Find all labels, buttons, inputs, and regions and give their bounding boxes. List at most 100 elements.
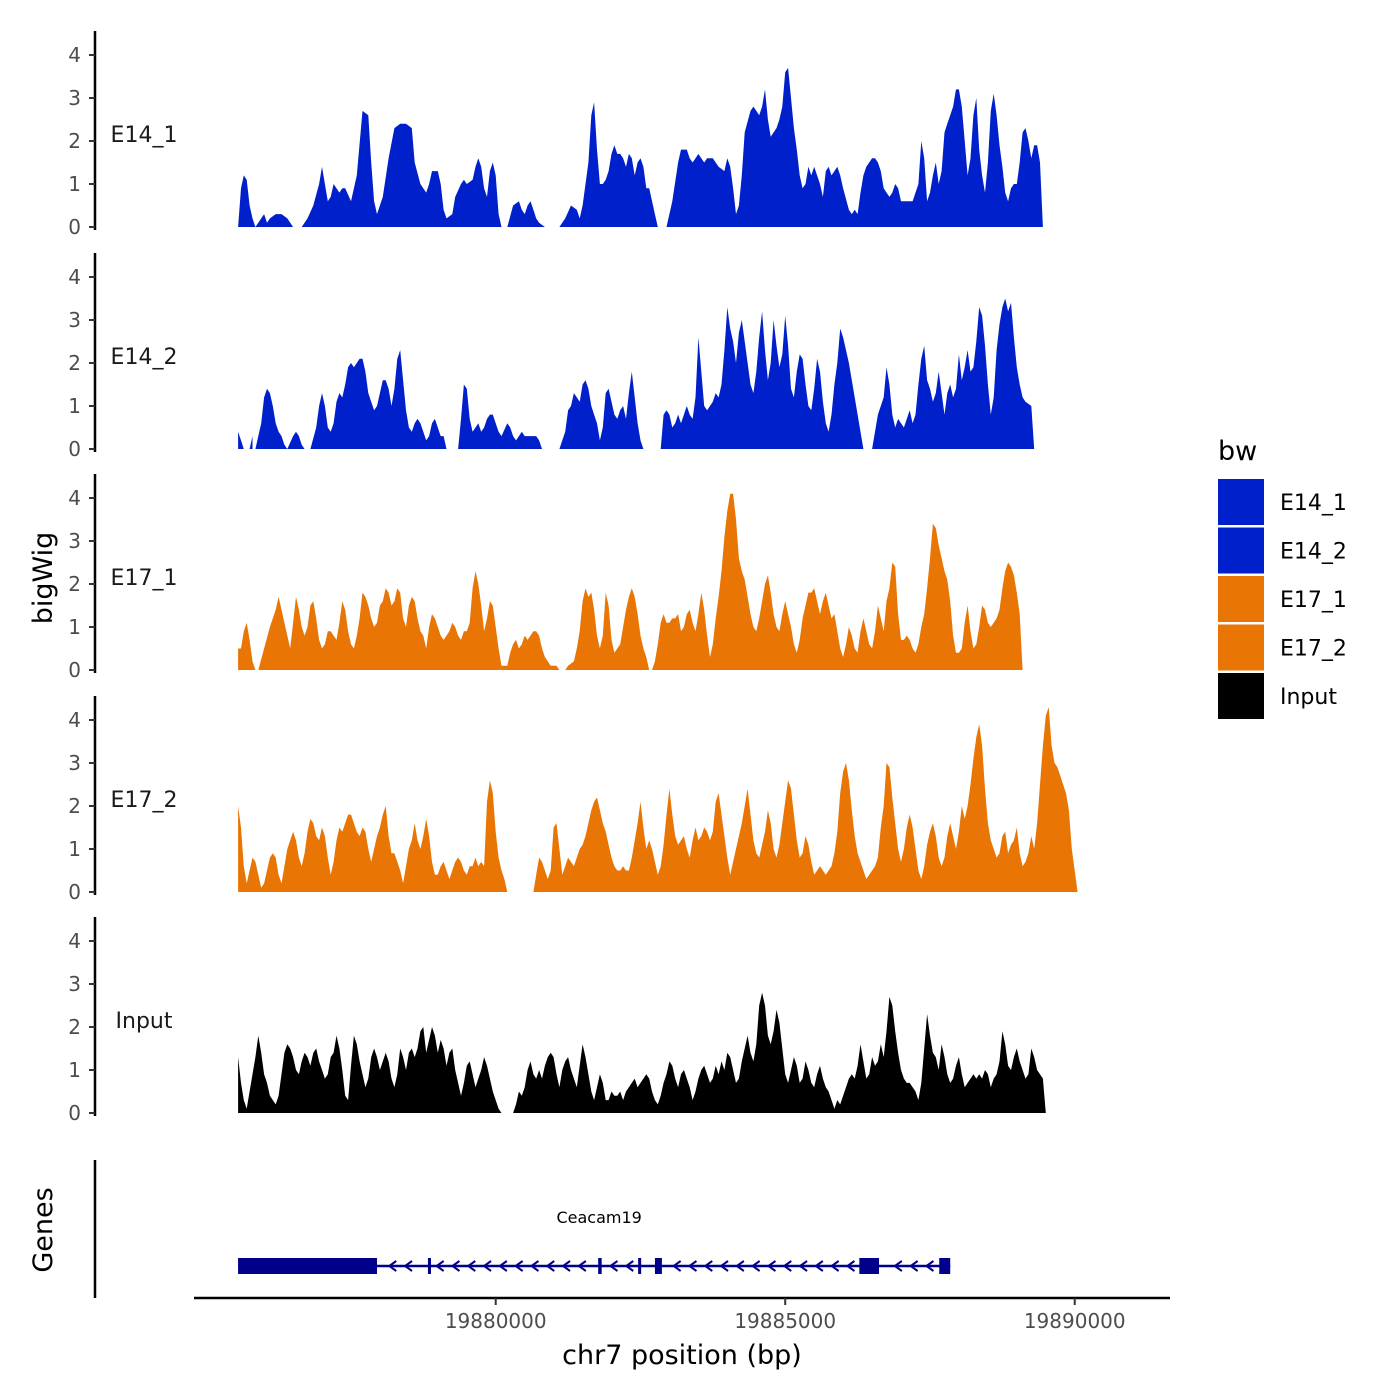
y-tick-label: 1 bbox=[68, 615, 81, 639]
y-tick-label: 0 bbox=[68, 880, 81, 904]
coverage-area-E17_2 bbox=[533, 707, 1078, 892]
y-tick-label: 2 bbox=[68, 794, 81, 818]
coverage-area-Input bbox=[238, 1027, 502, 1113]
x-tick-label: 19890000 bbox=[1024, 1309, 1126, 1333]
strand-arrow-icon bbox=[687, 1260, 698, 1272]
y-tick-label: 1 bbox=[68, 837, 81, 861]
legend-swatch-Input bbox=[1218, 673, 1264, 719]
track-label-E14_1: E14_1 bbox=[111, 123, 178, 148]
legend-label-E14_1: E14_1 bbox=[1280, 491, 1347, 516]
y-tick-label: 0 bbox=[68, 1101, 81, 1125]
strand-arrow-icon bbox=[529, 1260, 540, 1272]
gene-exon bbox=[859, 1258, 880, 1274]
track-label-Input: Input bbox=[116, 1009, 173, 1034]
strand-arrow-icon bbox=[798, 1260, 808, 1272]
strand-arrow-icon bbox=[893, 1260, 903, 1272]
y-tick-label: 3 bbox=[68, 308, 81, 332]
legend: bw E14_1 E14_2 E17_1 E17_2 Input bbox=[1218, 436, 1347, 719]
y-tick-label: 1 bbox=[68, 172, 81, 196]
y-tick-label: 0 bbox=[68, 658, 81, 682]
y-axis-title: bigWig bbox=[28, 532, 59, 625]
strand-arrow-icon bbox=[703, 1260, 713, 1272]
strand-arrow-icon bbox=[624, 1260, 634, 1272]
strand-arrow-icon bbox=[814, 1260, 824, 1272]
coverage-area-E14_1 bbox=[507, 201, 545, 227]
x-tick-label: 19880000 bbox=[445, 1309, 547, 1333]
strand-arrow-icon bbox=[829, 1260, 840, 1272]
legend-swatch-E17_2 bbox=[1218, 624, 1264, 671]
coverage-area-E14_2 bbox=[255, 388, 305, 449]
coverage-area-E14_1 bbox=[666, 67, 1043, 228]
gene-exon bbox=[598, 1258, 602, 1274]
legend-label-E14_2: E14_2 bbox=[1280, 540, 1347, 565]
gene-exon bbox=[238, 1258, 378, 1274]
coverage-area-E14_2 bbox=[458, 384, 542, 449]
legend-label-Input: Input bbox=[1280, 685, 1337, 710]
gene-exon bbox=[427, 1258, 431, 1274]
legend-swatch-E14_1 bbox=[1218, 479, 1264, 525]
track-axes: 0 1 2 3 4 E14_1 0 1 2 3 4 E14_2 0 1 2 3 4 E17_1 0 1 2 3 4 E17_2… bbox=[68, 31, 177, 1125]
y-tick-label: 2 bbox=[68, 351, 81, 375]
strand-arrow-icon bbox=[513, 1260, 524, 1272]
strand-arrow-icon bbox=[766, 1260, 777, 1272]
coverage-area-E17_2 bbox=[238, 780, 508, 892]
gene-exon bbox=[939, 1258, 951, 1274]
coverage-area-E17_1 bbox=[258, 571, 560, 670]
y-tick-label: 3 bbox=[68, 86, 81, 110]
legend-label-E17_1: E17_1 bbox=[1280, 588, 1347, 613]
track-label-E17_1: E17_1 bbox=[111, 566, 178, 591]
strand-arrow-icon bbox=[434, 1260, 445, 1272]
y-tick-label: 3 bbox=[68, 529, 81, 553]
y-tick-label: 2 bbox=[68, 129, 81, 153]
coverage-area-E14_1 bbox=[301, 110, 502, 227]
legend-swatch-E14_2 bbox=[1218, 527, 1264, 574]
strand-arrow-icon bbox=[750, 1260, 761, 1272]
legend-label-E17_2: E17_2 bbox=[1280, 637, 1347, 662]
y-tick-label: 0 bbox=[68, 437, 81, 461]
y-tick-label: 1 bbox=[68, 394, 81, 418]
strand-arrow-icon bbox=[908, 1260, 919, 1272]
coverage-area-E14_2 bbox=[660, 307, 864, 449]
coverage-area-E17_1 bbox=[565, 493, 1023, 670]
strand-arrow-icon bbox=[845, 1260, 856, 1272]
strand-arrow-icon bbox=[735, 1260, 745, 1272]
strand-arrow-icon bbox=[387, 1260, 397, 1272]
coverage-area-E14_1 bbox=[238, 175, 294, 227]
track-label-E17_2: E17_2 bbox=[111, 788, 178, 813]
y-tick-label: 0 bbox=[68, 215, 81, 239]
x-axis-title: chr7 position (bp) bbox=[562, 1340, 802, 1371]
coverage-area-E14_2 bbox=[310, 350, 447, 449]
gene-exon bbox=[654, 1258, 662, 1274]
track-areas bbox=[238, 67, 1078, 1113]
y-tick-label: 4 bbox=[68, 486, 81, 510]
y-tick-label: 4 bbox=[68, 265, 81, 289]
y-tick-label: 3 bbox=[68, 751, 81, 775]
strand-arrow-icon bbox=[482, 1260, 492, 1272]
coverage-area-Input bbox=[513, 992, 1046, 1113]
coverage-area-E14_1 bbox=[559, 102, 658, 227]
genes-axis-title: Genes bbox=[28, 1187, 59, 1272]
legend-swatch-E17_1 bbox=[1218, 576, 1264, 622]
strand-arrow-icon bbox=[561, 1260, 571, 1272]
track-label-E14_2: E14_2 bbox=[111, 345, 178, 370]
legend-title: bw bbox=[1218, 436, 1257, 467]
strand-arrow-icon bbox=[608, 1260, 619, 1272]
strand-arrow-icon bbox=[719, 1260, 729, 1272]
strand-arrow-icon bbox=[671, 1260, 682, 1272]
strand-arrow-icon bbox=[466, 1260, 476, 1272]
gene-label: Ceacam19 bbox=[556, 1208, 641, 1227]
y-tick-label: 4 bbox=[68, 929, 81, 953]
x-axis: 19880000 19885000 19890000 bbox=[194, 1296, 1170, 1333]
coverage-area-E14_2 bbox=[238, 431, 253, 449]
y-tick-label: 2 bbox=[68, 572, 81, 596]
y-tick-label: 4 bbox=[68, 708, 81, 732]
strand-arrow-icon bbox=[924, 1260, 935, 1272]
y-tick-label: 2 bbox=[68, 1015, 81, 1039]
strand-arrow-icon bbox=[498, 1260, 508, 1272]
coverage-area-E14_2 bbox=[559, 371, 644, 449]
strand-arrow-icon bbox=[577, 1260, 587, 1272]
x-tick-label: 19885000 bbox=[734, 1309, 836, 1333]
y-tick-label: 3 bbox=[68, 972, 81, 996]
coverage-area-E17_1 bbox=[238, 622, 256, 670]
